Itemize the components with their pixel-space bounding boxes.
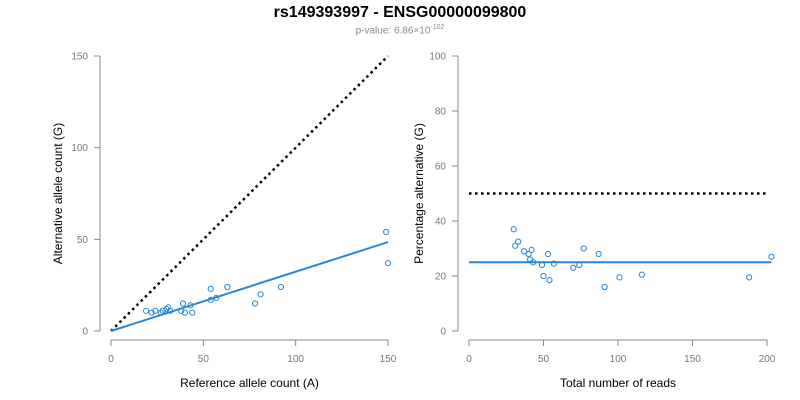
data-point (157, 309, 164, 316)
data-point (163, 305, 170, 313)
data-point (165, 304, 172, 311)
data-point (544, 250, 552, 258)
x-axis: 0 50 100 150 200 Total number of reads (466, 339, 776, 390)
x-tick-label: 50 (538, 354, 550, 365)
x-tick-label: 50 (198, 354, 210, 365)
data-point (207, 285, 214, 292)
pvalue-prefix: p-value: (355, 25, 394, 37)
chart-subtitle: p-value: 6.86×10-102 (0, 24, 800, 36)
chart-title: rs149393997 - ENSG00000099800 (273, 4, 527, 21)
data-point (257, 291, 264, 298)
y-axis-label: Percentage alternative (G) (412, 123, 426, 264)
data-point (746, 274, 753, 281)
data-point (540, 272, 547, 280)
data-point (576, 261, 583, 269)
y-tick-label: 0 (82, 327, 88, 338)
data-point (166, 307, 174, 314)
data-points (142, 228, 392, 316)
data-point (213, 294, 220, 302)
x-tick-label: 150 (684, 354, 701, 365)
data-point (251, 300, 259, 307)
data-point (521, 248, 528, 255)
data-point (528, 246, 535, 253)
data-point (148, 309, 155, 316)
data-point (601, 283, 608, 291)
data-point (515, 238, 522, 245)
x-axis: 0 50 100 150 Reference allele count (A) (108, 339, 397, 390)
fit-line (110, 241, 389, 332)
y-axis: 0 20 40 60 80 100 Percentage alternative (G) (412, 52, 459, 338)
data-point (580, 245, 587, 252)
reference-line (110, 55, 389, 332)
y-tick-label: 0 (440, 327, 446, 338)
data-point (768, 253, 775, 260)
data-point (616, 274, 623, 281)
y-tick-label: 80 (435, 107, 447, 118)
data-point (529, 259, 537, 266)
x-tick-label: 0 (108, 354, 114, 365)
data-point (638, 271, 645, 278)
pvalue-times: × (413, 25, 420, 37)
data-points (510, 226, 775, 291)
data-point (277, 283, 284, 291)
x-tick-label: 200 (759, 354, 776, 365)
data-point (384, 260, 392, 267)
data-point (152, 307, 159, 314)
data-point (189, 309, 196, 316)
y-tick-label: 20 (435, 272, 447, 283)
data-point (538, 261, 546, 269)
x-tick-label: 100 (610, 354, 627, 365)
pvalue-base: 10 (419, 25, 431, 37)
pvalue-mantissa: 6.86 (393, 25, 414, 37)
data-point (570, 264, 577, 271)
data-point (179, 300, 187, 307)
data-point (207, 296, 214, 303)
data-point (181, 309, 188, 316)
data-point (525, 250, 532, 258)
data-point (159, 307, 166, 314)
y-tick-label: 150 (71, 52, 88, 63)
y-tick-label: 100 (429, 52, 446, 63)
data-point (383, 228, 390, 236)
data-point (546, 277, 553, 284)
y-tick-label: 60 (435, 162, 447, 173)
data-point (595, 250, 602, 258)
data-point (224, 283, 231, 291)
y-axis-label: Alternative allele count (G) (51, 123, 65, 264)
y-tick-label: 100 (71, 143, 88, 154)
y-axis: 0 50 100 150 Alternative allele count (G) (51, 52, 101, 338)
x-tick-label: 150 (380, 354, 397, 365)
pvalue-exponent: -102 (430, 24, 445, 31)
data-point (142, 307, 150, 314)
data-point (550, 260, 558, 267)
y-tick-label: 50 (77, 235, 89, 246)
y-tick-label: 40 (435, 217, 447, 228)
data-point (512, 242, 519, 249)
chart-panel-1: 0 50 100 150 Reference allele count (A) 0 50 10… (51, 52, 397, 391)
data-point (178, 307, 185, 314)
data-point (187, 302, 194, 309)
x-axis-label: Total number of reads (560, 376, 676, 390)
x-axis-label: Reference allele count (A) (180, 376, 319, 390)
chart-panel-2: 0 50 100 150 200 Total number of reads 0 20 40 60… (412, 52, 776, 391)
x-tick-label: 100 (287, 354, 304, 365)
data-point (510, 226, 517, 233)
x-tick-label: 0 (466, 354, 472, 365)
